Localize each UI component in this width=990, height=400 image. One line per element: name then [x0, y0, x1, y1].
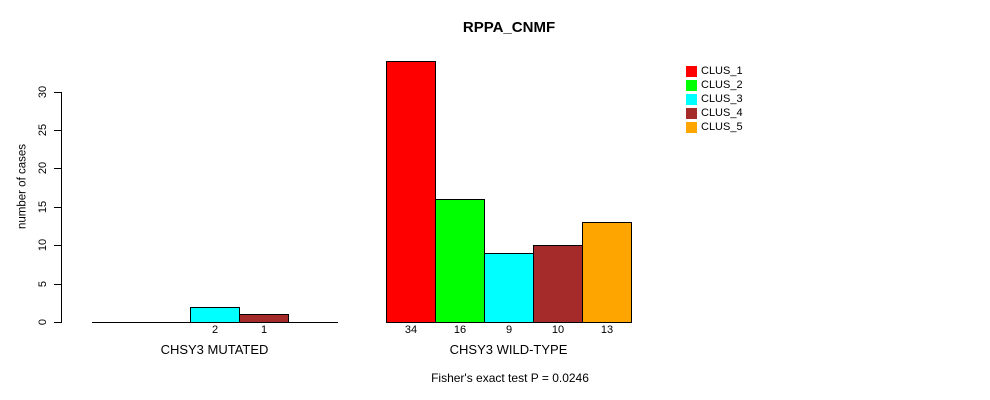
legend-label: CLUS_4: [701, 106, 743, 119]
legend-swatch: [686, 121, 697, 133]
y-axis-line: [61, 92, 62, 323]
bar-CLUS_4: [239, 314, 289, 323]
y-axis-tick: [54, 168, 61, 169]
legend-item: CLUS_4: [686, 106, 743, 120]
y-axis-tick-label: 30: [37, 85, 49, 99]
legend-swatch: [686, 65, 697, 77]
legend-item: CLUS_2: [686, 78, 743, 92]
legend-label: CLUS_1: [701, 64, 743, 77]
y-axis-tick-label: 15: [37, 200, 49, 214]
bar-CLUS_1: [386, 61, 436, 323]
y-axis-tick: [54, 92, 61, 93]
bar-value-label: 16: [453, 324, 467, 336]
legend: CLUS_1 CLUS_2 CLUS_3 CLUS_4 CLUS_5: [686, 64, 743, 134]
legend-swatch: [686, 107, 697, 119]
footer-stat: Fisher's exact test P = 0.0246: [431, 371, 589, 385]
y-axis-tick-label: 25: [37, 123, 49, 137]
legend-item: CLUS_3: [686, 92, 743, 106]
legend-swatch: [686, 79, 697, 91]
y-axis-tick-label: 5: [37, 280, 49, 288]
legend-label: CLUS_2: [701, 78, 743, 91]
group-label: CHSY3 WILD-TYPE: [449, 342, 568, 357]
y-axis-tick: [54, 245, 61, 246]
bar-CLUS_3: [190, 307, 240, 323]
bar-CLUS_3: [484, 253, 534, 323]
y-axis-tick-label: 10: [37, 238, 49, 252]
legend-item: CLUS_5: [686, 120, 743, 134]
bar-value-label: 9: [505, 324, 513, 336]
bar-value-label: 34: [404, 324, 418, 336]
y-axis-tick: [54, 284, 61, 285]
y-axis-tick: [54, 130, 61, 131]
legend-label: CLUS_3: [701, 92, 743, 105]
bar-value-label: 1: [260, 324, 268, 336]
legend-label: CLUS_5: [701, 120, 743, 133]
bar-CLUS_4: [533, 245, 583, 323]
bar-value-label: 13: [600, 324, 614, 336]
bar-CLUS_2: [435, 199, 485, 323]
bar-value-label: 2: [211, 324, 219, 336]
legend-swatch: [686, 93, 697, 105]
y-axis-tick-label: 20: [37, 161, 49, 175]
legend-item: CLUS_1: [686, 64, 743, 78]
y-axis-tick: [54, 207, 61, 208]
y-axis-tick: [54, 322, 61, 323]
bar-CLUS_5: [582, 222, 632, 323]
chart-title: RPPA_CNMF: [462, 19, 556, 36]
y-axis-tick-label: 0: [37, 318, 49, 326]
group-label: CHSY3 MUTATED: [160, 342, 269, 357]
bar-value-label: 10: [551, 324, 565, 336]
